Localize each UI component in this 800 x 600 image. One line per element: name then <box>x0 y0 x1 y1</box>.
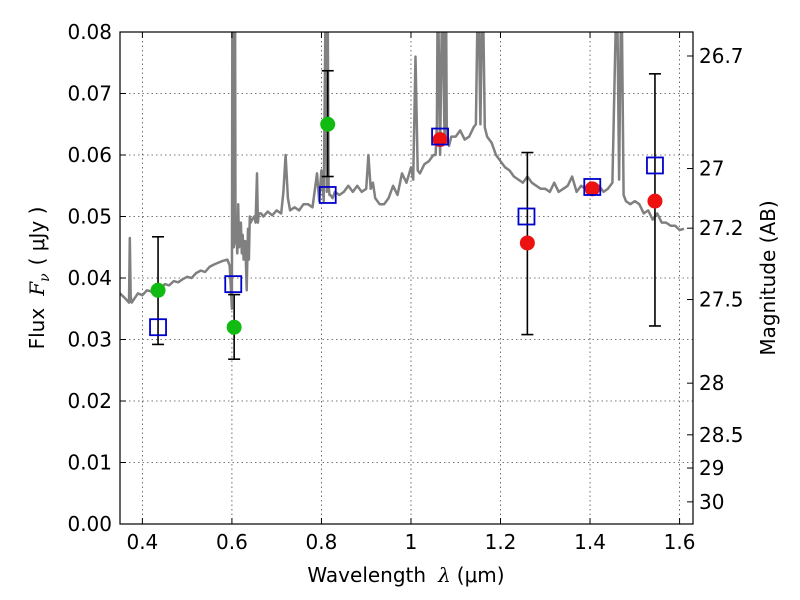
y-axis: 0.00 0.01 0.02 0.03 0.04 0.05 0.06 0.07 0.08 <box>67 20 126 536</box>
observed-point-green <box>320 116 336 132</box>
x-axis-title-prefix: Wavelength <box>307 563 426 587</box>
y-tick-label: 0.06 <box>67 143 112 167</box>
x-axis-title-symbol: λ <box>437 563 451 587</box>
model-square <box>431 127 449 146</box>
markers <box>149 116 664 337</box>
y2-tick-label: 28 <box>699 371 724 395</box>
observed-point-red <box>432 132 448 148</box>
y2-tick-label: 28.5 <box>699 423 744 447</box>
model-square <box>224 275 243 294</box>
x-tick-label: 0.4 <box>126 530 158 554</box>
model-square <box>646 156 664 175</box>
model-square <box>517 207 536 226</box>
observed-point-red <box>647 193 663 209</box>
model-square <box>318 186 337 204</box>
x-tick-label: 1.4 <box>574 530 606 554</box>
y-tick-label: 0.00 <box>67 512 112 536</box>
plot-area <box>120 32 685 360</box>
y2-axis: 26.7 27 27.2 27.5 28 28.5 29 30 <box>687 44 744 514</box>
y-tick-label: 0.01 <box>67 451 112 475</box>
y-tick-label: 0.02 <box>67 389 112 413</box>
y2-tick-label: 27.2 <box>699 216 744 240</box>
y-axis-title: Flux Fν ( μJy ) <box>25 207 53 350</box>
observed-point-green <box>226 319 242 335</box>
observed-point-red <box>519 235 535 251</box>
y-axis-title-prefix: Flux <box>25 308 49 350</box>
y2-tick-label: 26.7 <box>699 44 744 68</box>
y2-tick-label: 29 <box>699 456 724 480</box>
y2-tick-label: 27.5 <box>699 288 744 312</box>
x-tick-label: 0.8 <box>306 530 338 554</box>
x-tick-label: 1.6 <box>664 530 696 554</box>
x-axis-title: Wavelength λ (μm) <box>307 563 504 587</box>
y-tick-label: 0.05 <box>67 205 112 229</box>
y-axis-title-unit: ( μJy ) <box>25 207 49 266</box>
model-square <box>149 318 167 337</box>
model-square <box>583 178 602 196</box>
y2-axis-title: Magnitude (AB) <box>756 200 780 355</box>
spectrum-line <box>120 32 685 311</box>
observed-point-green <box>150 282 166 298</box>
y2-tick-label: 27 <box>699 157 724 181</box>
x-tick-label: 1.2 <box>485 530 517 554</box>
observed-point-red <box>584 181 600 197</box>
y-tick-label: 0.03 <box>67 328 112 352</box>
x-tick-label: 0.6 <box>216 530 248 554</box>
y-axis-title-symbol: F <box>25 281 49 297</box>
x-axis: 0.4 0.6 0.8 1 1.2 1.4 1.6 <box>126 32 695 554</box>
y2-tick-label: 30 <box>699 490 724 514</box>
y-tick-label: 0.08 <box>67 20 112 44</box>
y-tick-label: 0.04 <box>67 266 112 290</box>
y-axis-title-subscript: ν <box>37 273 53 282</box>
y-tick-label: 0.07 <box>67 82 112 106</box>
x-axis-title-unit: (μm) <box>457 563 505 587</box>
x-tick-label: 1 <box>405 530 418 554</box>
